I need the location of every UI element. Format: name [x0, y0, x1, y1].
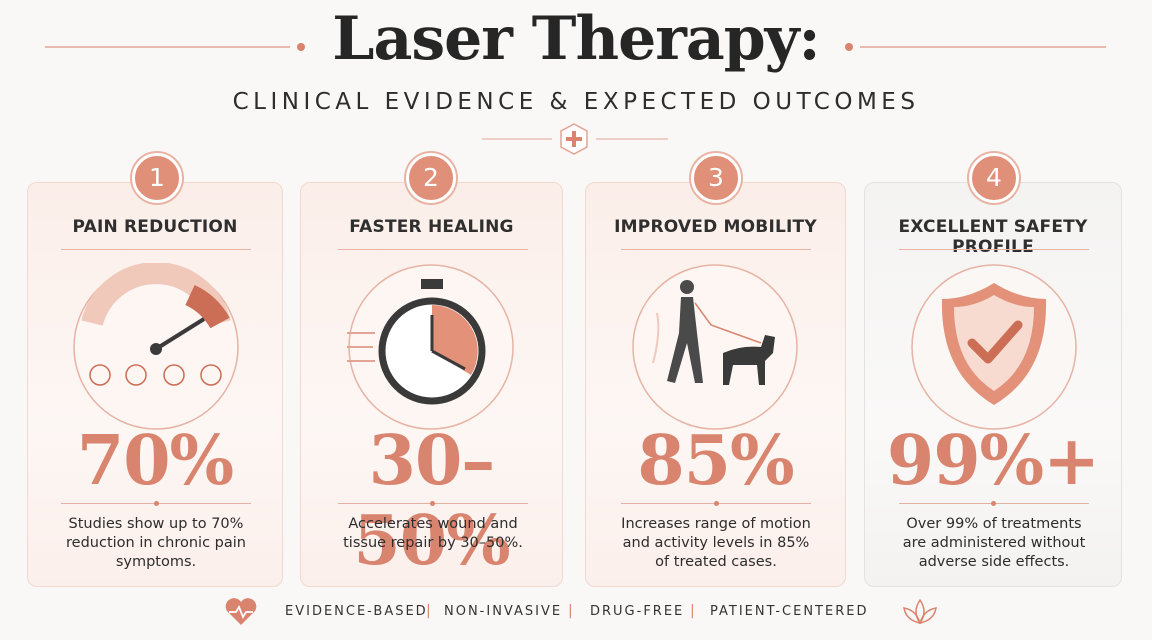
divider	[338, 249, 528, 250]
divider-dot	[430, 501, 435, 506]
title: Laser Therapy:	[332, 4, 820, 74]
card-number: 1	[132, 153, 182, 203]
stopwatch-icon	[347, 264, 514, 430]
card-description: Increases range of motion and activity l…	[621, 516, 811, 570]
heart-icon	[225, 598, 257, 625]
card: 1 PAIN REDUCTION 70% Studies show up to …	[27, 153, 283, 587]
card: 2 FASTER HEALING 30–50% Accelerates woun…	[300, 153, 563, 587]
card-stat: 99%+	[886, 421, 1100, 501]
separator: |	[426, 603, 431, 619]
card: 4 EXCELLENT SAFETY PROFILE 99%+ Over 99%…	[864, 153, 1122, 587]
card-title: EXCELLENT SAFETY PROFILE	[898, 217, 1088, 257]
lotus-icon	[903, 598, 937, 625]
card-title: PAIN REDUCTION	[72, 217, 238, 237]
shield-icon	[911, 264, 1077, 430]
header-decor	[45, 43, 1106, 155]
card-title: IMPROVED MOBILITY	[614, 217, 817, 237]
card: 3 IMPROVED MOBILITY 85% Increases range …	[585, 153, 846, 587]
card-title: FASTER HEALING	[349, 217, 514, 237]
card-number: 4	[969, 153, 1019, 203]
footer-item: PATIENT-CENTERED	[710, 604, 869, 619]
divider	[899, 249, 1089, 250]
footer-item: EVIDENCE-BASED	[285, 604, 428, 619]
walking-icon	[632, 264, 798, 430]
card-number: 2	[406, 153, 456, 203]
card-description: Studies show up to 70% reduction in chro…	[66, 516, 246, 570]
divider	[621, 249, 811, 250]
card-stat: 85%	[637, 421, 794, 501]
card-description: Accelerates wound and tissue repair by 3…	[343, 516, 523, 551]
divider-dot	[714, 501, 719, 506]
card-stat: 30–50%	[353, 421, 510, 581]
separator: |	[568, 603, 573, 619]
divider-dot	[991, 501, 996, 506]
footer-item: DRUG-FREE	[590, 604, 685, 619]
gauge-icon	[73, 263, 239, 430]
card-description: Over 99% of treatments are administered …	[902, 516, 1086, 570]
card-number: 3	[691, 153, 741, 203]
divider	[61, 249, 251, 250]
separator: |	[690, 603, 695, 619]
divider-dot	[154, 501, 159, 506]
subtitle: CLINICAL EVIDENCE & EXPECTED OUTCOMES	[232, 89, 920, 115]
footer-item: NON-INVASIVE	[444, 604, 563, 619]
card-stat: 70%	[76, 421, 234, 501]
